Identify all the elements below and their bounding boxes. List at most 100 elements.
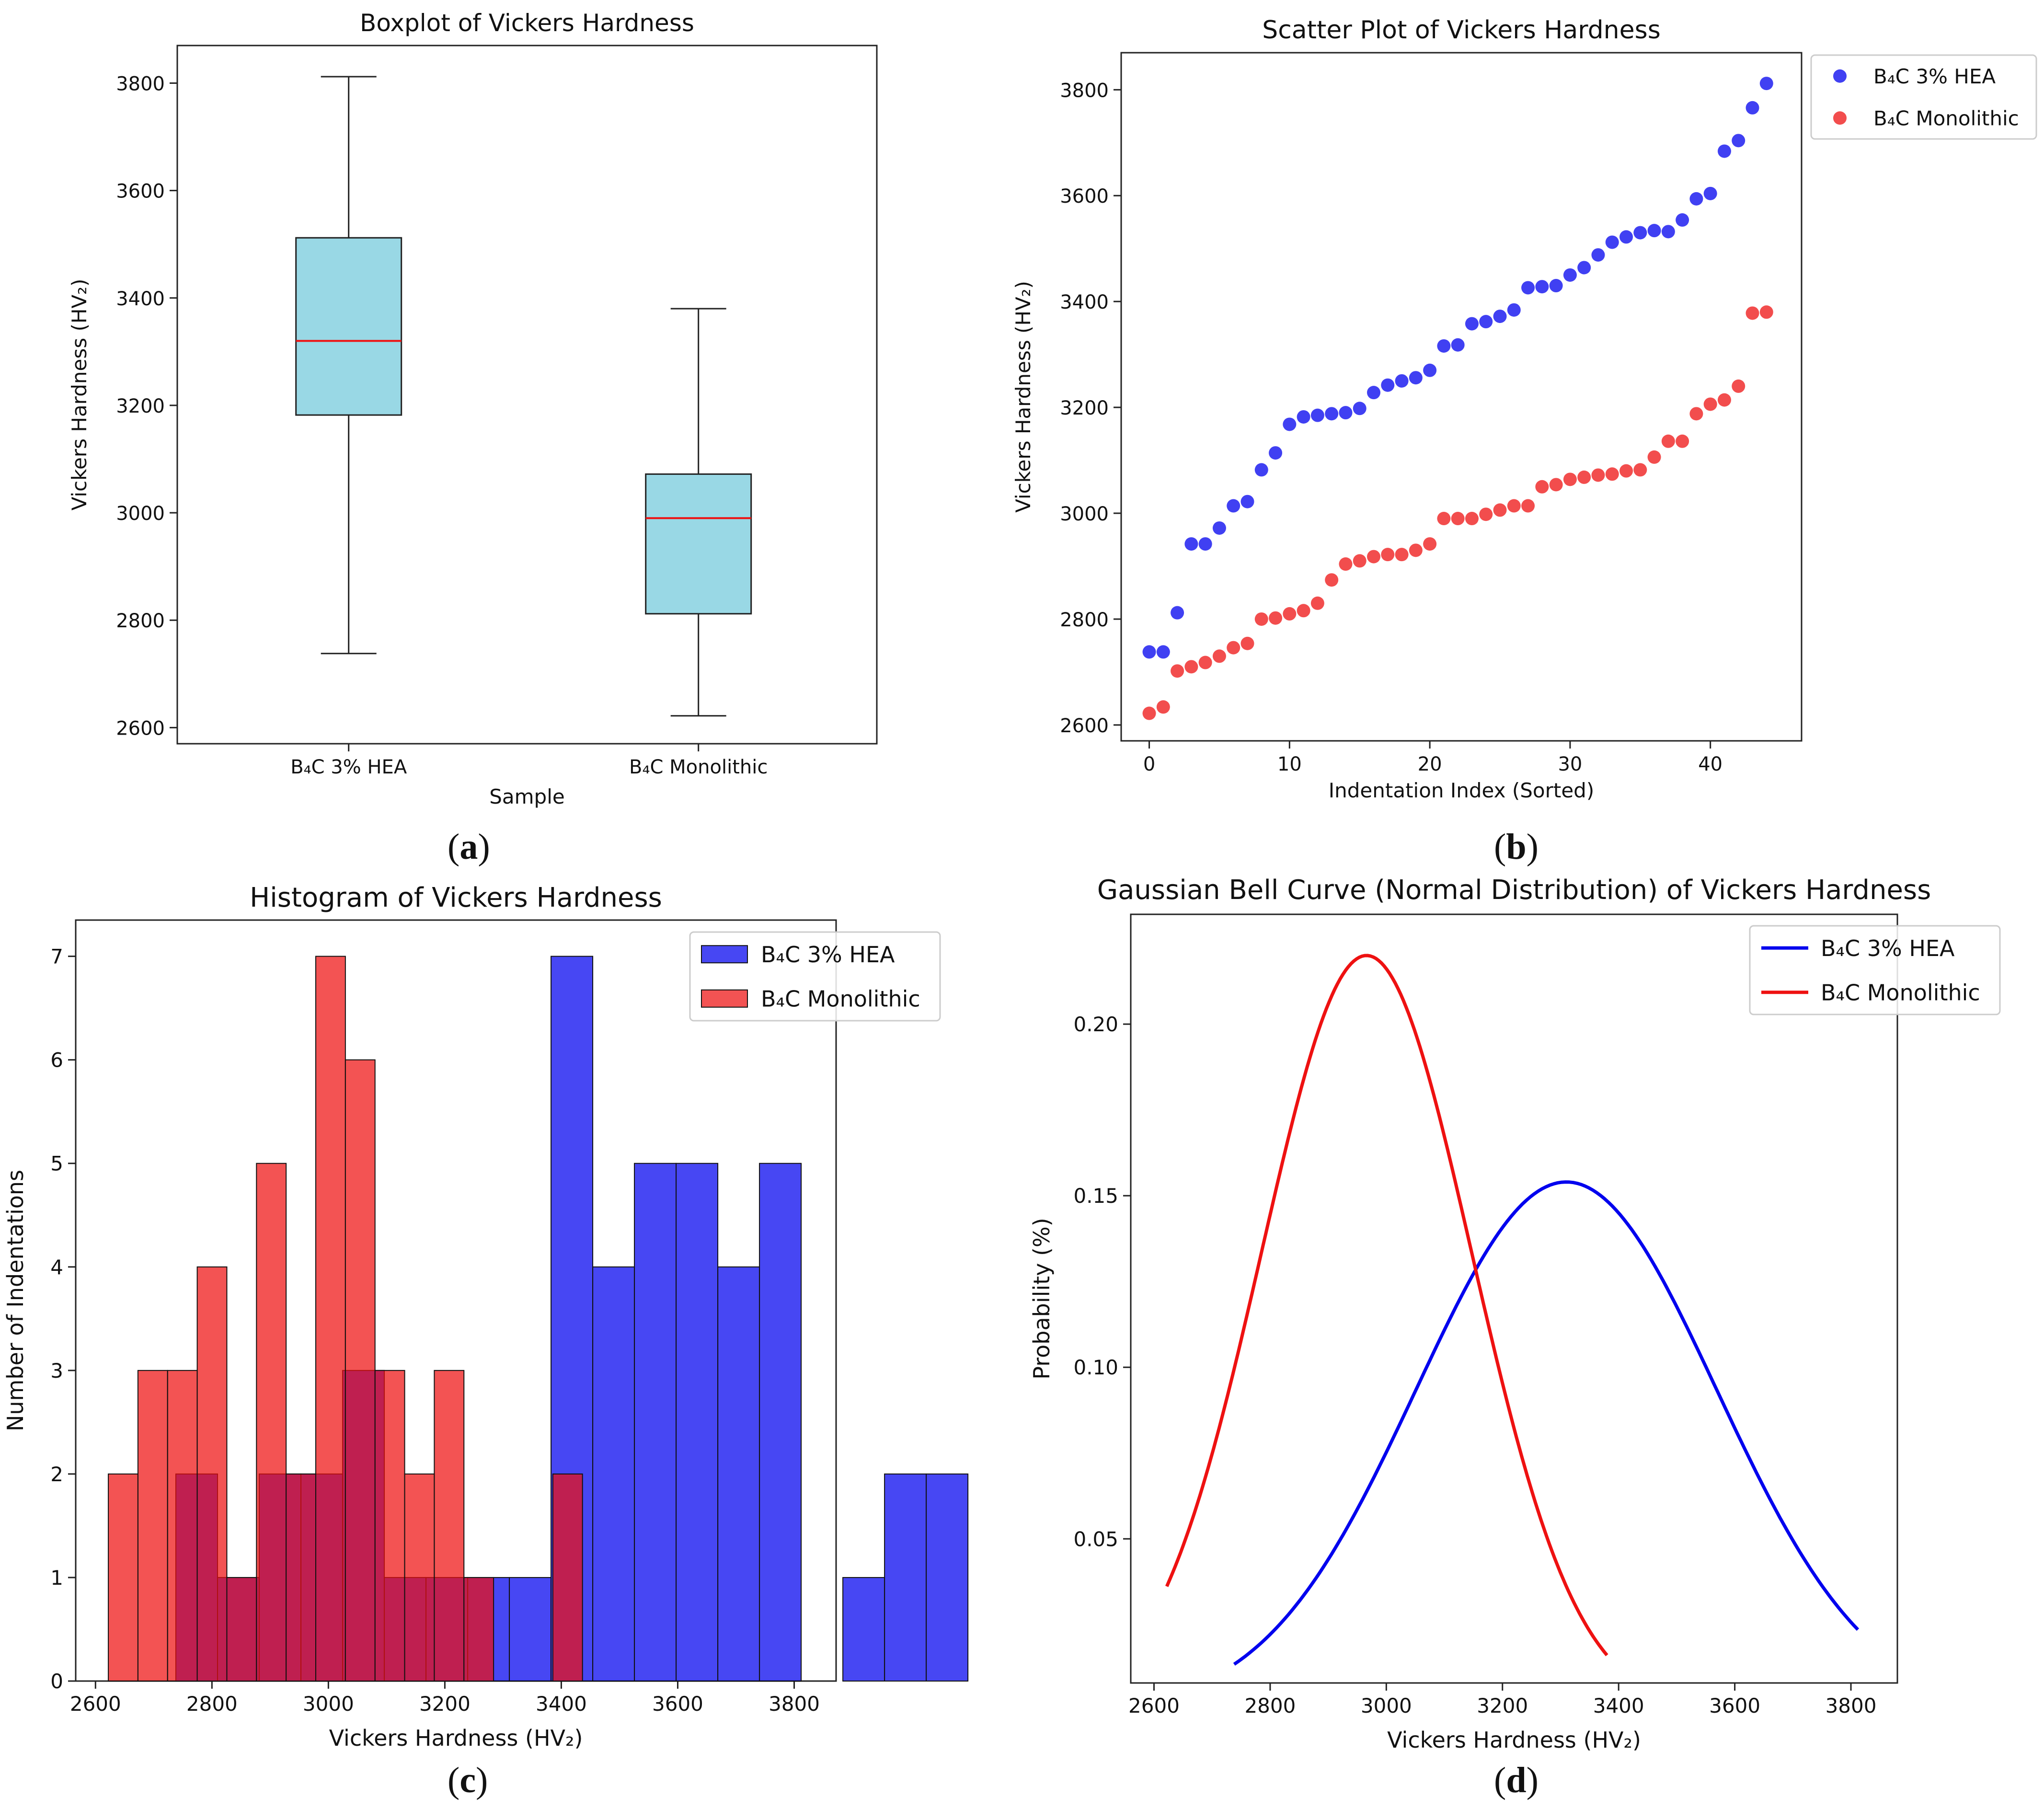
point-mono	[1254, 612, 1268, 626]
y-tick-label: 7	[50, 945, 63, 968]
x-tick-label: 3000	[303, 1692, 354, 1716]
x-tick-label: 10	[1277, 753, 1302, 775]
point-hea	[1184, 537, 1198, 551]
point-hea	[1451, 338, 1465, 352]
point-hea	[1493, 310, 1507, 323]
point-mono	[1549, 478, 1563, 492]
bar-mono	[137, 1370, 168, 1682]
y-axis-label: Number of Indentations	[2, 1170, 28, 1431]
legend-label-hea: B₄C 3% HEA	[1873, 65, 1996, 88]
point-mono	[1395, 548, 1409, 562]
point-mono	[1409, 543, 1423, 557]
point-mono	[1535, 480, 1549, 494]
y-tick-label: 0.20	[1073, 1013, 1118, 1036]
point-hea	[1689, 192, 1703, 206]
point-hea	[1367, 386, 1381, 400]
y-axis-label: Probability (%)	[1029, 1218, 1055, 1379]
chart-title: Boxplot of Vickers Hardness	[360, 9, 694, 37]
point-hea	[1661, 225, 1675, 239]
point-hea	[1591, 248, 1605, 262]
chart-b: Scatter Plot of Vickers Hardness Indentat…	[1011, 16, 2037, 802]
point-mono	[1310, 596, 1324, 610]
x-tick-label: 30	[1558, 753, 1582, 775]
point-mono	[1171, 664, 1184, 678]
panel-label-c: (c)	[448, 1760, 488, 1800]
panel-label-b: (b)	[1494, 827, 1539, 867]
chart-a: Boxplot of Vickers Hardness Sample Vickers…	[68, 9, 878, 808]
point-hea	[1171, 606, 1184, 620]
point-mono	[1297, 604, 1310, 618]
point-hea	[1465, 317, 1479, 331]
point-mono	[1591, 468, 1605, 482]
y-tick-label: 1	[50, 1566, 63, 1590]
point-hea	[1212, 521, 1226, 535]
point-hea	[1310, 408, 1324, 422]
x-axis-label: Sample	[489, 785, 564, 808]
point-hea	[1339, 406, 1353, 420]
bar-mono	[344, 1059, 376, 1682]
bar-mono	[552, 1473, 583, 1682]
legend-label-mono: B₄C Monolithic	[761, 986, 920, 1012]
point-mono	[1423, 537, 1437, 551]
point-mono	[1759, 305, 1773, 319]
point-mono	[1325, 573, 1339, 587]
point-mono	[1381, 548, 1395, 562]
bar-hea	[717, 1266, 760, 1682]
y-tick-label: 3200	[116, 395, 165, 417]
y-tick-label: 2	[50, 1463, 63, 1486]
bar-mono	[315, 956, 346, 1682]
y-tick-label: 2800	[116, 610, 165, 632]
bar-hea	[592, 1266, 635, 1682]
point-mono	[1465, 512, 1479, 526]
point-mono	[1198, 656, 1212, 669]
legend-box	[689, 931, 941, 1022]
point-mono	[1689, 407, 1703, 421]
y-tick-label: 4	[50, 1256, 63, 1279]
point-hea	[1759, 77, 1773, 91]
point-mono	[1676, 434, 1689, 448]
y-tick-label: 3600	[116, 181, 165, 203]
point-mono	[1717, 393, 1731, 407]
x-tick-label: 3600	[652, 1692, 703, 1716]
point-mono	[1521, 499, 1535, 513]
bar-mono	[256, 1163, 287, 1682]
point-mono	[1437, 512, 1451, 526]
panel-label-d: (d)	[1494, 1760, 1539, 1800]
y-tick-label: 0.15	[1073, 1184, 1118, 1208]
y-tick-label: 6	[50, 1049, 63, 1072]
x-tick-label: 3200	[1477, 1694, 1528, 1717]
legend-marker-mono	[1833, 111, 1847, 125]
point-hea	[1395, 374, 1409, 388]
point-mono	[1451, 512, 1465, 526]
x-tick-label: B₄C 3% HEA	[290, 756, 407, 778]
point-mono	[1732, 379, 1745, 393]
x-tick-label: 3400	[536, 1692, 587, 1716]
bar-mono	[167, 1370, 198, 1682]
chart-title: Gaussian Bell Curve (Normal Distribution…	[1097, 875, 1931, 906]
y-tick-label: 3800	[1060, 80, 1109, 102]
point-hea	[1745, 101, 1759, 115]
point-mono	[1703, 397, 1717, 411]
point-hea	[1423, 363, 1437, 377]
bar-mono	[374, 1370, 405, 1682]
point-hea	[1633, 226, 1647, 240]
point-hea	[1521, 281, 1535, 295]
point-mono	[1269, 611, 1283, 625]
x-tick-label: 0	[1143, 753, 1155, 775]
point-mono	[1633, 463, 1647, 477]
point-mono	[1212, 649, 1226, 663]
legend-marker-hea	[1833, 69, 1847, 83]
point-mono	[1563, 472, 1577, 486]
point-hea	[1479, 315, 1493, 329]
point-hea	[1549, 279, 1563, 293]
y-tick-label: 3200	[1060, 397, 1109, 419]
y-tick-label: 0.05	[1073, 1527, 1118, 1551]
bar-mono	[286, 1473, 317, 1682]
legend-box	[1749, 925, 2001, 1015]
x-axis-label: Indentation Index (Sorted)	[1329, 779, 1594, 802]
point-hea	[1563, 268, 1577, 282]
point-mono	[1577, 470, 1591, 484]
x-tick-label: 3800	[1826, 1694, 1877, 1717]
box-iqr	[645, 473, 752, 615]
bar-hea	[884, 1473, 927, 1682]
